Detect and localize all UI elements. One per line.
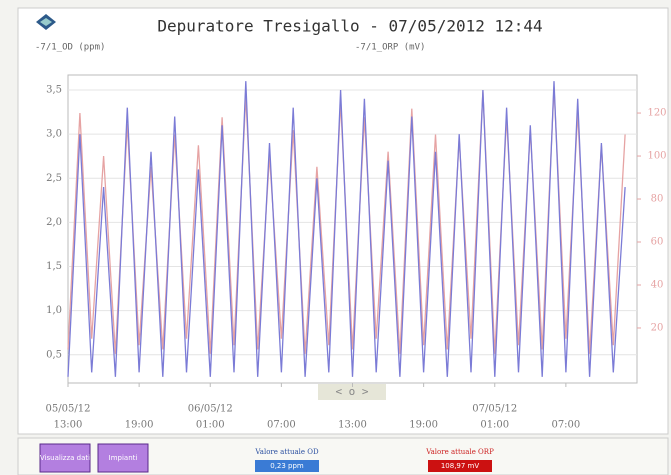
x-date-label: 06/05/12 — [188, 404, 233, 415]
x-tick-label: 01:00 — [196, 420, 225, 431]
status-label: Valore attuale ORP — [425, 448, 494, 456]
y2-tick-label: 120 — [647, 108, 666, 119]
x-tick-label: 07:00 — [267, 420, 296, 431]
x-tick-label: 13:00 — [54, 420, 83, 431]
button-text[interactable]: Visualizza dati — [40, 454, 90, 462]
x-date-label: 05/05/12 — [46, 404, 91, 415]
x-tick-label: 01:00 — [480, 420, 509, 431]
logo-inner — [40, 18, 52, 26]
x-tick-label: 07:00 — [551, 420, 580, 431]
nav-text[interactable]: < o > — [335, 385, 368, 398]
y-tick-label: 0,5 — [46, 349, 62, 360]
y-tick-label: 2,5 — [46, 173, 62, 184]
y-tick-label: 3,5 — [46, 85, 62, 96]
y-tick-label: 3,0 — [46, 129, 62, 140]
y-axis-label: -7/1_OD (ppm) — [35, 43, 105, 53]
button[interactable] — [97, 443, 149, 473]
button-text[interactable]: Impianti — [109, 454, 138, 462]
y-tick-label: 2,0 — [46, 217, 62, 228]
y-tick-label: 1,0 — [46, 305, 62, 316]
chart-title: Depuratore Tresigallo - 07/05/2012 12:44 — [157, 17, 542, 36]
x-tick-label: 13:00 — [338, 420, 367, 431]
status-label: Valore attuale OD — [254, 448, 319, 456]
y2-tick-label: 80 — [651, 194, 664, 205]
button[interactable] — [39, 443, 91, 473]
status-box — [255, 460, 319, 472]
y2-tick-label: 20 — [651, 322, 664, 333]
x-tick-label: 19:00 — [125, 420, 154, 431]
y2-tick-label: 40 — [651, 279, 664, 290]
status-value: 108,97 mV — [441, 462, 480, 470]
y2-axis-label: -7/1_ORP (mV) — [355, 43, 425, 53]
status-value: 0,23 ppm — [270, 462, 304, 470]
y-tick-label: 1,5 — [46, 261, 62, 272]
x-date-label: 07/05/12 — [472, 404, 517, 415]
status-box — [428, 460, 492, 472]
y2-tick-label: 60 — [651, 237, 664, 248]
series-line — [67, 81, 626, 377]
x-tick-label: 19:00 — [409, 420, 438, 431]
nav-bar[interactable] — [318, 384, 386, 400]
y2-tick-label: 100 — [647, 151, 666, 162]
